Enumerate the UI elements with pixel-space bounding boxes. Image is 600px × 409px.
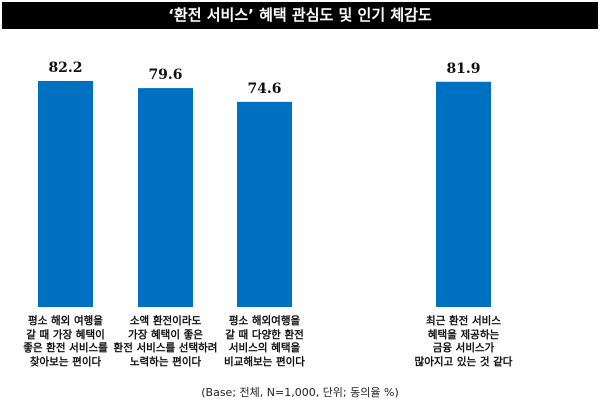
value-label-2: 79.6 (148, 67, 182, 83)
category-label-line: 소액 환전이라도 (129, 315, 202, 327)
bar-1 (38, 80, 93, 307)
category-label-3: 평소 해외여행을 갈 때 다양한 환전 서비스의 혜택을 비교해보는 편이다 (210, 315, 320, 369)
category-label-line: 비교해보는 편이다 (224, 355, 305, 368)
category-label-line: 노력하는 편이다 (129, 355, 202, 368)
category-label-line: 가장 혜택이 좋은 (128, 328, 203, 341)
bar-3 (237, 101, 292, 307)
category-label-4: 최근 환전 서비스 혜택을 제공하는 금융 서비스가 많아지고 있는 것 같다 (409, 315, 519, 369)
category-label-line: 서비스의 혜택을 (228, 342, 301, 354)
category-label-2: 소액 환전이라도 가장 혜택이 좋은 환전 서비스를 선택하려 노력하는 편이다 (111, 315, 221, 369)
category-label-line: 찾아보는 편이다 (29, 355, 102, 368)
chart-title: ‘환전 서비스’ 혜택 관심도 및 인기 체감도 (2, 2, 598, 29)
category-label-line: 갈 때 다양한 환전 (225, 328, 304, 341)
category-label-line: 평소 해외 여행을 (28, 315, 103, 327)
value-label-3: 74.6 (247, 81, 281, 97)
bar-4 (436, 81, 491, 308)
category-label-1: 평소 해외 여행을 갈 때 가장 혜택이 좋은 환전 서비스를 찾아보는 편이다 (11, 315, 121, 369)
value-label-4: 81.9 (446, 61, 480, 77)
value-label-1: 82.2 (48, 60, 82, 76)
category-label-line: 많아지고 있는 것 같다 (414, 355, 513, 368)
category-label-line: 좋은 환전 서비스를 (23, 342, 108, 354)
bar-2 (138, 88, 193, 307)
category-label-line: 금융 서비스가 (432, 342, 495, 354)
category-label-line: 혜택을 제공하는 (427, 328, 500, 341)
category-label-line: 갈 때 가장 혜택이 (26, 328, 105, 341)
category-label-line: 평소 해외여행을 (228, 315, 301, 327)
chart-note: (Base; 전체, N=1,000, 단위; 동의율 %) (201, 386, 399, 399)
category-label-line: 환전 서비스를 선택하려 (113, 342, 218, 354)
category-label-line: 최근 환전 서비스 (426, 315, 501, 327)
